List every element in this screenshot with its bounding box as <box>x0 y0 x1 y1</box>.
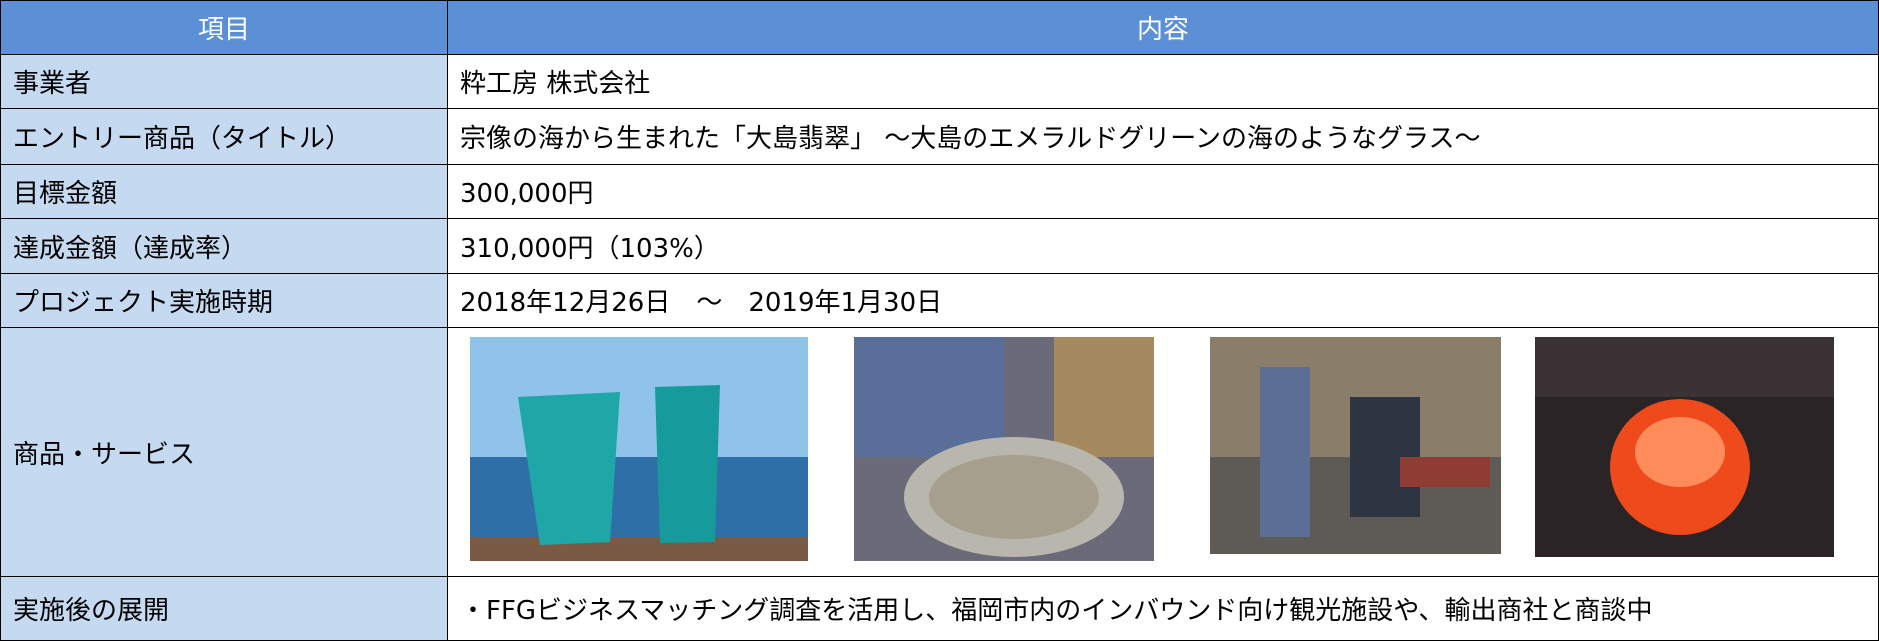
content-cell: 310,000円（103%） <box>447 218 1879 274</box>
content-cell: 宗像の海から生まれた「大島翡翠」 ～大島のエメラルドグリーンの海のようなグラス～ <box>447 108 1879 165</box>
item-cell: 事業者 <box>0 54 448 109</box>
item-cell: エントリー商品（タイトル） <box>0 108 448 165</box>
item-cell: 達成金額（達成率） <box>0 218 448 274</box>
photo-sand <box>854 337 1154 561</box>
photo-workshop <box>1210 337 1501 554</box>
item-cell: プロジェクト実施時期 <box>0 273 448 328</box>
content-cell: 2018年12月26日 ～ 2019年1月30日 <box>447 273 1879 328</box>
content-cell: ・FFGビジネスマッチング調査を活用し、福岡市内のインバウンド向け観光施設や、輸… <box>447 576 1879 641</box>
photo-glasses <box>470 337 808 561</box>
item-cell: 商品・サービス <box>0 327 448 577</box>
info-table: 項目 内容 事業者粋工房 株式会社エントリー商品（タイトル）宗像の海から生まれた… <box>0 0 1879 640</box>
photo-red-glass <box>1535 337 1834 557</box>
header-cell: 項目 <box>0 0 448 55</box>
header-cell: 内容 <box>447 0 1879 55</box>
content-cell: 粋工房 株式会社 <box>447 54 1879 109</box>
item-cell: 目標金額 <box>0 164 448 219</box>
item-cell: 実施後の展開 <box>0 576 448 641</box>
content-cell: 300,000円 <box>447 164 1879 219</box>
